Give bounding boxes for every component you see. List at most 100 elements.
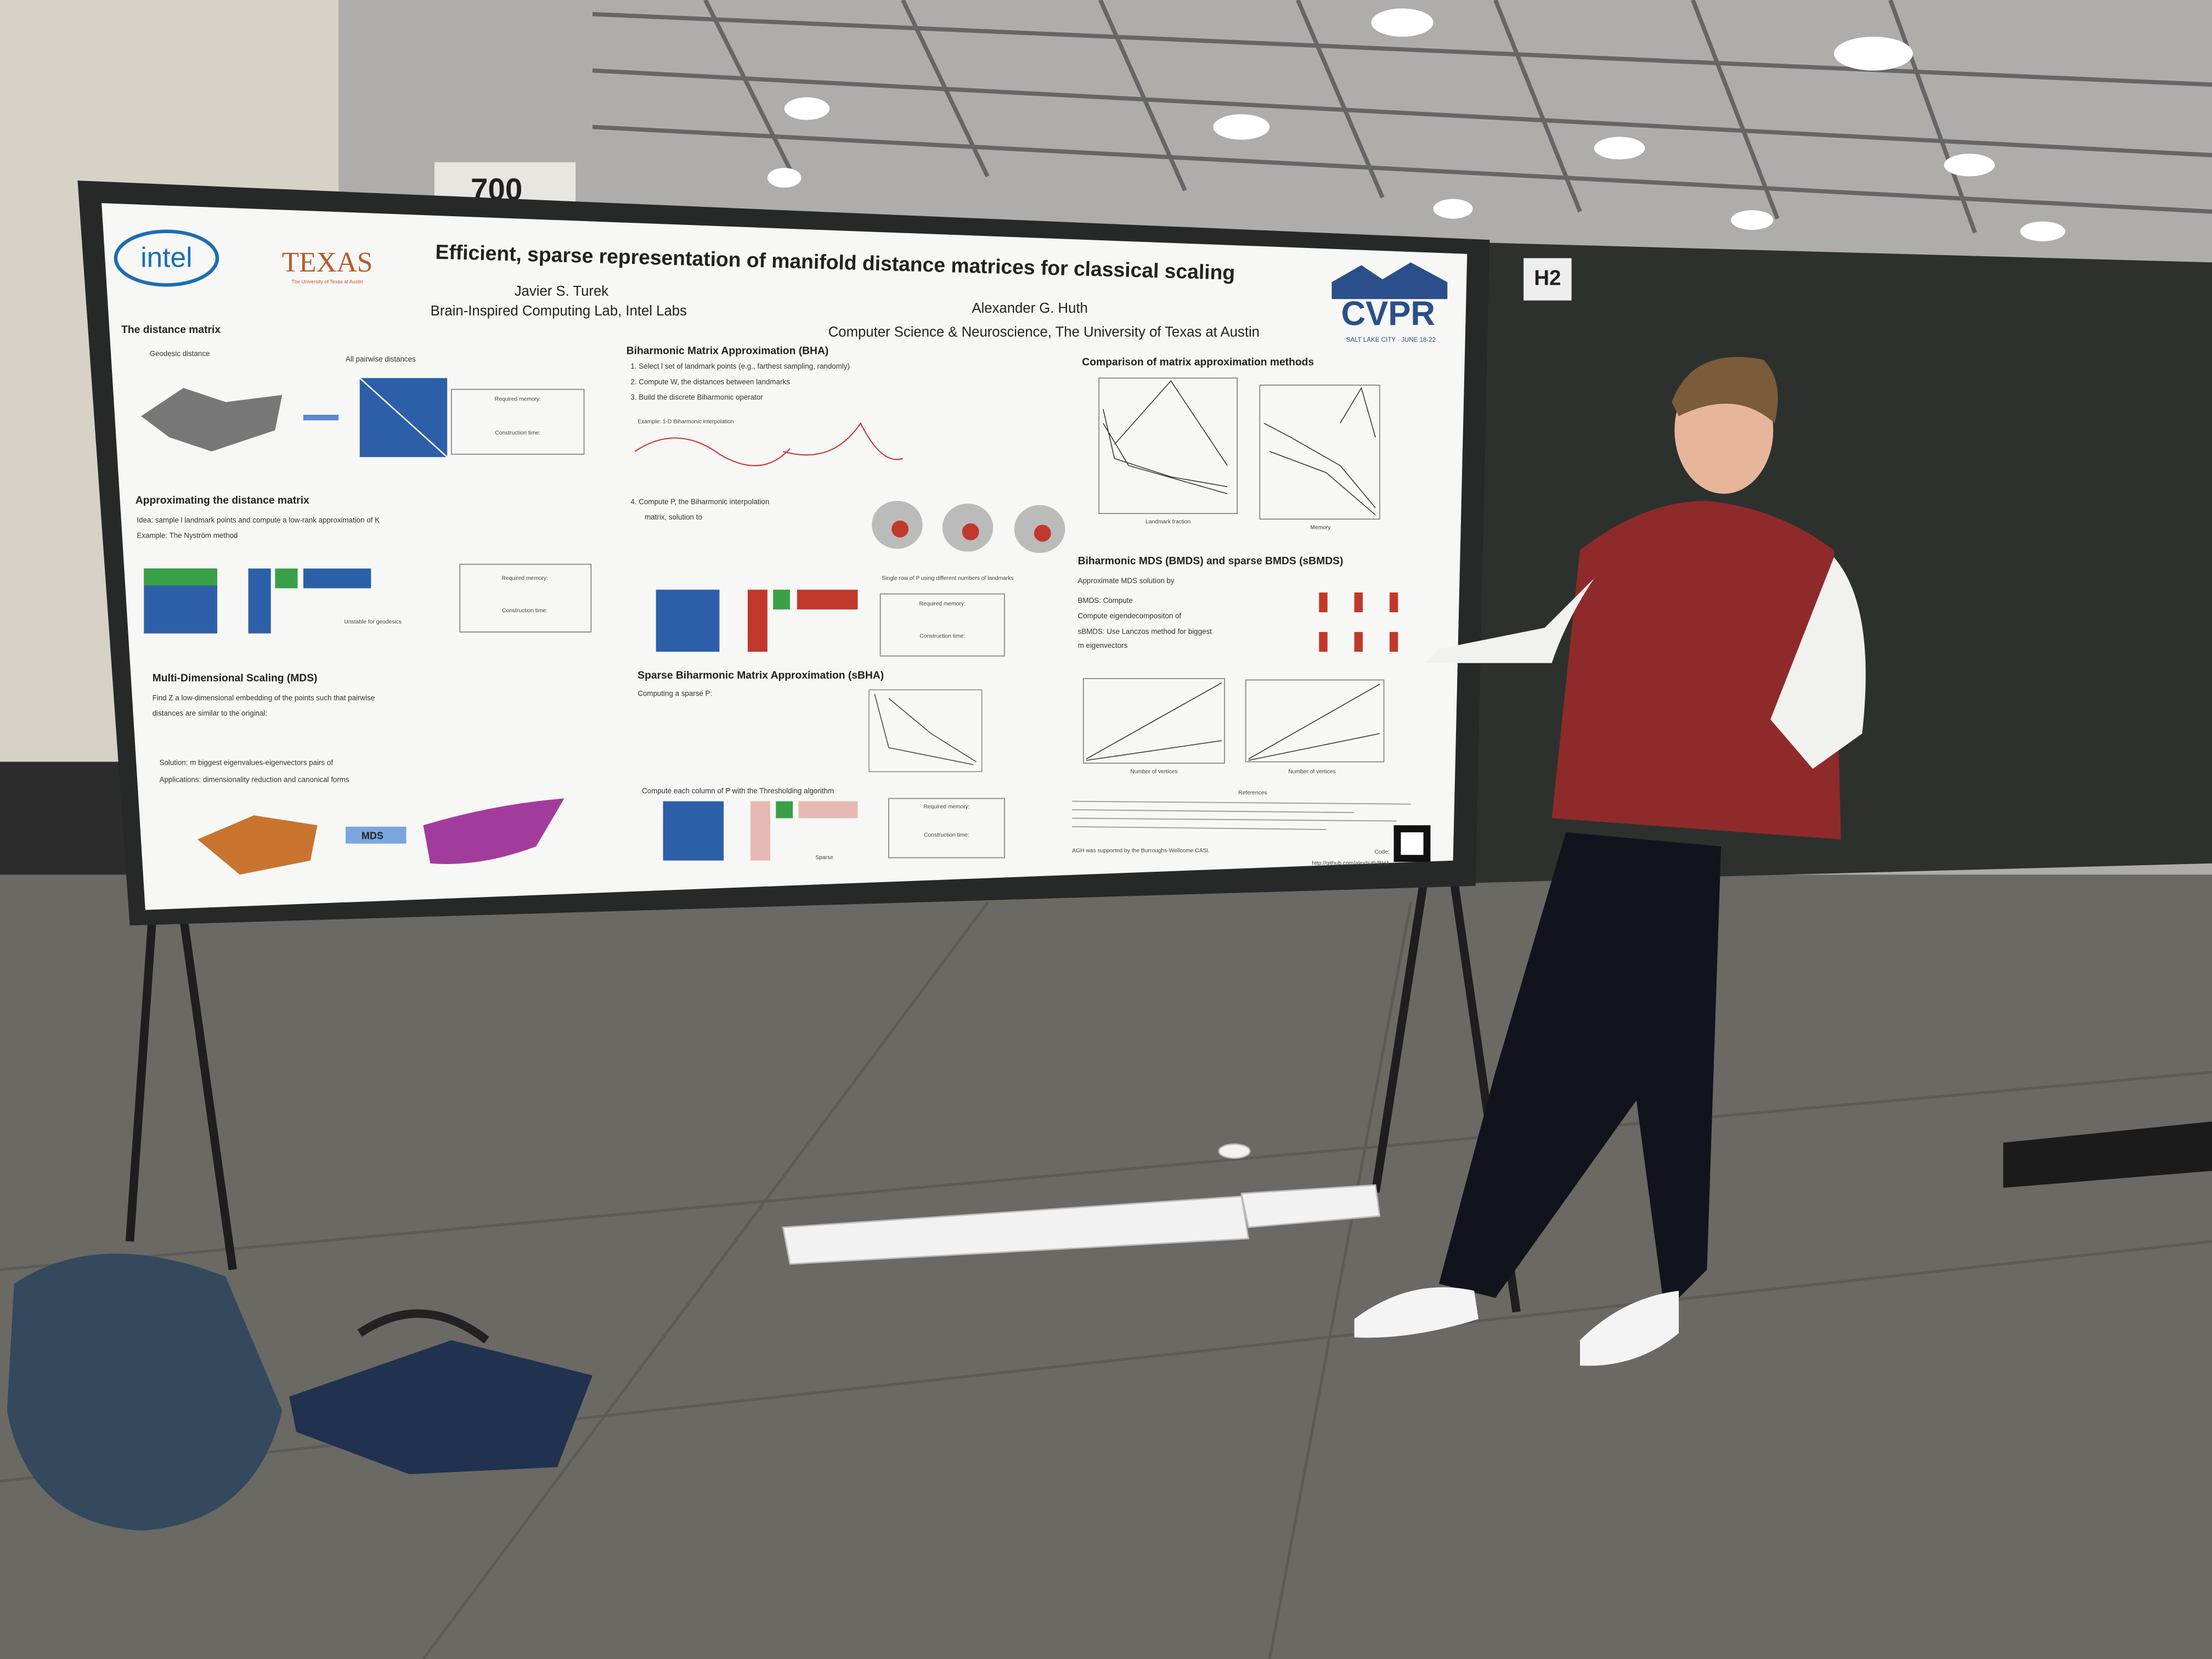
body-text: Required memory: — [494, 396, 540, 402]
section-heading: Approximating the distance matrix — [136, 495, 309, 506]
presenter — [1580, 1290, 1679, 1366]
matrix-band — [144, 568, 217, 586]
author-affiliation: Brain-Inspired Computing Lab, Intel Labs — [431, 303, 687, 319]
bunny-highlights — [962, 523, 979, 540]
presenter — [1354, 1287, 1479, 1338]
body-text: matrix, solution to — [645, 513, 702, 521]
pvc-pipe — [782, 1195, 1250, 1265]
section-heading: The distance matrix — [121, 324, 221, 336]
human-figures — [1319, 592, 1328, 612]
plot-lines — [1086, 682, 1380, 761]
cvpr-year: 2018 — [1424, 286, 1442, 295]
section-heading: Multi-Dimensional Scaling (MDS) — [153, 673, 318, 684]
presenter — [1551, 500, 1841, 839]
presenter — [1770, 557, 1866, 769]
axis-label: Memory — [1310, 524, 1331, 531]
body-text: Sparse — [815, 855, 833, 861]
info-box — [879, 593, 1005, 657]
matrix-figure — [663, 801, 724, 861]
body-text: Single row of P using different numbers … — [882, 575, 1013, 582]
info-box — [459, 563, 592, 633]
body-text: 1. Select l set of landmark points (e.g.… — [630, 362, 849, 370]
plot-frame — [1098, 377, 1238, 514]
pvc-pipe — [1218, 1143, 1251, 1159]
poster-tube — [2003, 1121, 2212, 1188]
human-figures — [1354, 592, 1363, 612]
backpack — [7, 1254, 283, 1531]
bunny-highlights — [1034, 524, 1051, 542]
body-text: Unstable for geodesics — [344, 619, 401, 625]
ceiling-lights — [1731, 210, 1774, 230]
matrix-figure — [798, 801, 858, 819]
body-text: Geodesic distance — [150, 349, 210, 358]
board-stand — [125, 874, 1521, 1313]
dragon-figure — [198, 815, 318, 875]
arrow-label: MDS — [362, 831, 383, 842]
bunny-highlights — [891, 520, 909, 538]
interpolation-plot — [634, 422, 904, 466]
body-text: Example: 1-D Biharmonic interpolation — [637, 419, 733, 425]
code-label: Code: — [1374, 849, 1389, 855]
section-heading: Biharmonic Matrix Approximation (BHA) — [627, 345, 829, 357]
body-text: distances are similar to the original: — [153, 709, 267, 718]
matrix-diagonal — [359, 377, 448, 458]
ceiling-lights — [784, 97, 830, 120]
embedding-figure — [423, 798, 565, 864]
cvpr-place: SALT LAKE CITY · JUNE 18-22 — [1346, 337, 1436, 343]
presenter — [1438, 832, 1722, 1312]
intel-logo — [114, 229, 219, 287]
board-stand — [125, 874, 1521, 1313]
body-text: Applications: dimensionality reduction a… — [160, 776, 349, 784]
floor — [0, 874, 2212, 1659]
laptop-bag — [289, 1309, 592, 1475]
body-text: Solution: m biggest eigenvalues-eigenvec… — [160, 759, 334, 767]
pvc-pipe — [1240, 1184, 1381, 1228]
body-text: Construction time: — [924, 832, 969, 838]
backpack — [7, 1254, 283, 1531]
funding-text: AGH was supported by the Burroughs-Wellc… — [1072, 848, 1210, 854]
laptop-bag — [289, 1340, 592, 1475]
human-figures — [1389, 592, 1398, 612]
axis-label: Number of vertices — [1130, 769, 1177, 775]
plot-frame — [1259, 385, 1380, 520]
body-text: m eigenvectors — [1078, 641, 1128, 650]
axis-label: Number of vertices — [1288, 769, 1335, 775]
matrix-figure — [248, 568, 271, 634]
ceiling-truss — [592, 0, 2212, 234]
author-name: Javier S. Turek — [515, 284, 609, 299]
section-heading: Sparse Biharmonic Matrix Approximation (… — [637, 670, 884, 681]
references-heading: References — [1238, 790, 1267, 796]
body-text: Compute each column of P with the Thresh… — [642, 787, 834, 795]
board-number: H2 — [1534, 266, 1561, 290]
body-text: Construction time: — [495, 430, 540, 436]
ceiling-lights — [1944, 154, 1995, 177]
author-affiliation: Computer Science & Neuroscience, The Uni… — [828, 325, 1260, 340]
plot-lines — [1103, 380, 1228, 494]
bunny-highlights — [891, 520, 1051, 542]
texas-sub: The University of Texas at Austin — [291, 279, 363, 285]
plot-frame — [868, 689, 983, 772]
texas-text: TEXAS — [282, 247, 373, 278]
cvpr-mountains — [1331, 262, 1448, 300]
pvc-pipe — [782, 1143, 1381, 1265]
ceiling-lights — [1833, 36, 1913, 71]
reference-lines — [1072, 800, 1411, 830]
intel-text: intel — [140, 241, 192, 273]
code-url: http://github.com/alexhuth/BHA — [1312, 860, 1390, 866]
body-text: Approximate MDS solution by — [1078, 577, 1175, 585]
human-figures — [1319, 592, 1398, 652]
body-text: Construction time: — [502, 608, 548, 614]
cvpr-text: CVPR — [1341, 295, 1435, 332]
body-text: Required memory: — [923, 804, 969, 810]
human-figures — [1354, 632, 1363, 652]
body-text: Required memory: — [501, 575, 548, 582]
body-text: BMDS: Compute — [1078, 596, 1133, 605]
board-sign — [1523, 258, 1572, 301]
body-text: Construction time: — [919, 633, 965, 639]
matrix-figure — [776, 801, 793, 819]
presenter — [1672, 357, 1778, 424]
floor-seams — [0, 902, 2212, 1659]
